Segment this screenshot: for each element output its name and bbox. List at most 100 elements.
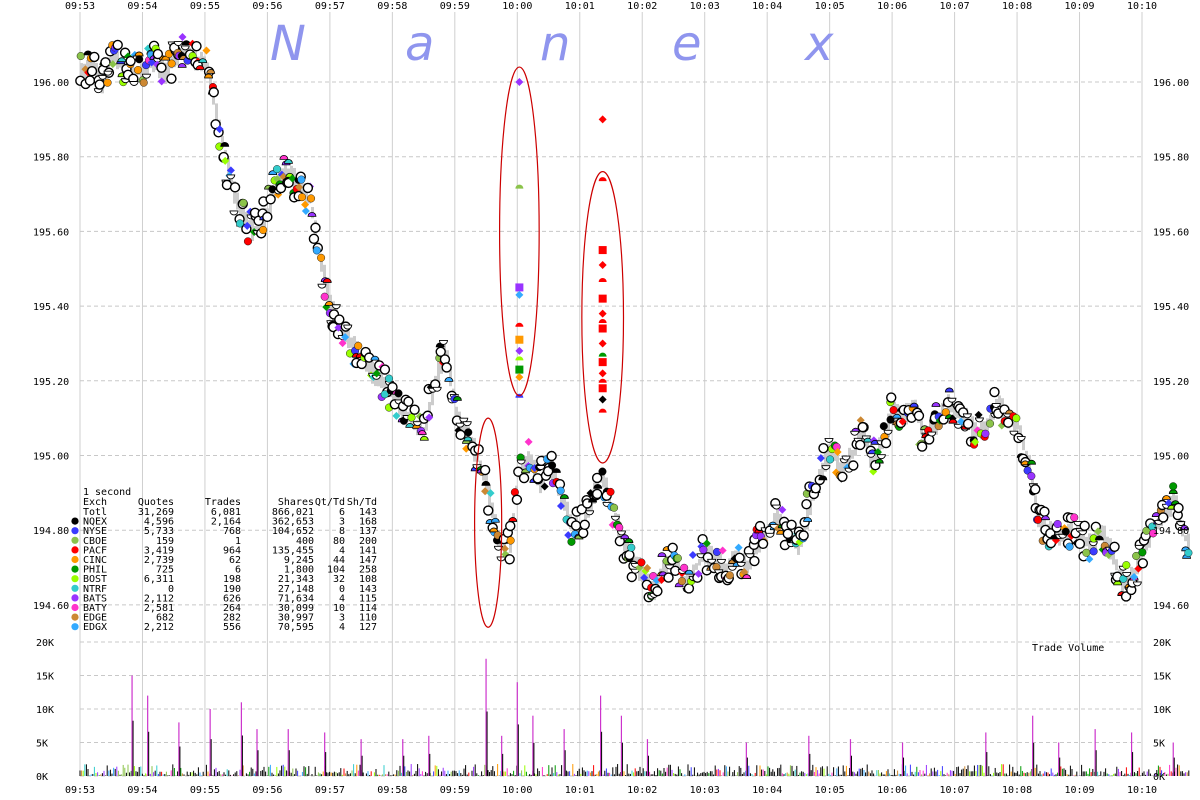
table-cell: 1,800 <box>284 565 314 576</box>
trade-marker-open <box>441 362 452 373</box>
time-tick-bottom: 10:03 <box>690 785 720 796</box>
spike-marker <box>598 115 607 124</box>
spread-bar <box>1187 533 1190 552</box>
spread-bar <box>836 452 839 472</box>
trade-marker-diamond <box>540 482 549 491</box>
trade-marker-diamond <box>425 413 434 422</box>
trade-marker-diamond <box>295 183 304 192</box>
spread-bar <box>659 568 662 584</box>
trade-marker-diamond <box>898 417 907 426</box>
quote-marker-bottom <box>1078 530 1088 536</box>
quote-marker-bottom <box>736 561 746 567</box>
trade-marker <box>317 253 326 262</box>
price-tick-right: 195.60 <box>1153 227 1189 238</box>
quote-marker-bottom <box>226 174 236 180</box>
trade-marker-open <box>152 48 164 60</box>
table-cell: 137 <box>359 526 377 537</box>
spread-bar <box>167 56 170 80</box>
quote-marker-top <box>944 387 954 393</box>
table-cell: 1 <box>235 536 241 547</box>
spike-marker <box>515 373 524 382</box>
quote-marker-bottom <box>455 422 465 428</box>
quote-marker-top <box>1027 459 1036 465</box>
trade-markers <box>75 33 1193 603</box>
quote-marker-bottom <box>974 417 984 423</box>
trade-marker-open <box>1137 558 1149 569</box>
table-header: Exch <box>83 497 107 508</box>
price-tick-right: 195.80 <box>1153 153 1189 164</box>
time-tick-top: 10:04 <box>752 1 782 12</box>
trade-marker-open <box>810 483 821 494</box>
table-cell: 9,245 <box>284 555 314 566</box>
trade-marker-open <box>667 542 678 554</box>
legend-swatch <box>71 613 79 621</box>
table-cell: 4,596 <box>144 517 174 528</box>
spread-bar <box>971 416 974 438</box>
table-cell: BATY <box>83 603 107 614</box>
trade-marker-diamond <box>564 531 573 540</box>
spread-bar <box>821 462 824 477</box>
time-tick-bottom: 09:56 <box>252 785 282 796</box>
spike-marker <box>515 365 524 374</box>
trade-marker-open <box>837 471 848 483</box>
table-cell: NQEX <box>83 517 107 528</box>
spread-bar <box>368 363 371 376</box>
spread-bar <box>287 168 290 177</box>
spike-markers <box>515 78 607 413</box>
time-tick-bottom: 10:02 <box>627 785 657 796</box>
spread-bar <box>686 570 689 589</box>
legend-swatch <box>71 584 79 592</box>
price-tick-left: 195.40 <box>33 302 69 313</box>
price-tick-right: 195.40 <box>1153 302 1189 313</box>
spread-bar <box>449 368 452 387</box>
trade-marker-diamond <box>1085 555 1094 564</box>
trade-marker <box>76 52 85 61</box>
quote-marker-bottom <box>493 545 503 551</box>
spread-bar <box>1019 425 1022 440</box>
time-tick-bottom: 10:01 <box>565 785 595 796</box>
trade-marker <box>677 577 686 586</box>
spread-bar <box>80 63 83 87</box>
table-cell: EDGE <box>83 613 107 624</box>
quote-marker-bottom <box>765 532 775 538</box>
table-cell: 4 <box>339 622 345 633</box>
spread-bar <box>773 513 776 531</box>
quote-marker-top <box>948 418 958 424</box>
spread-bar <box>932 420 935 437</box>
volume-tick-right: 5K <box>1153 739 1165 750</box>
legend-swatch <box>71 594 79 602</box>
spread-bar <box>1031 476 1034 490</box>
spread-bar <box>209 75 212 92</box>
quote-marker-top <box>490 517 500 523</box>
spread-bar <box>455 406 458 416</box>
quote-marker-bottom <box>947 397 957 403</box>
spike-marker <box>598 395 607 404</box>
trade-marker <box>464 428 473 437</box>
volume-tick-right: 10K <box>1153 705 1171 716</box>
trade-marker <box>598 467 607 476</box>
time-tick-bottom: 09:53 <box>65 785 95 796</box>
table-cell: 362,653 <box>272 517 314 528</box>
trade-marker <box>680 563 689 572</box>
time-tick-bottom: 10:04 <box>752 785 782 796</box>
trade-marker-diamond <box>702 539 711 548</box>
spread-bar <box>1127 573 1130 584</box>
quote-marker-bottom <box>927 431 937 437</box>
quote-marker-top <box>370 355 380 361</box>
trade-marker <box>1023 466 1032 475</box>
quote-marker-top <box>117 57 127 63</box>
trade-marker <box>712 547 721 556</box>
trade-marker-diamond <box>288 174 297 183</box>
trade-marker <box>259 226 268 235</box>
table-cell: 964 <box>223 545 241 556</box>
table-header: Sh/Td <box>347 497 377 508</box>
trade-marker <box>567 537 576 546</box>
spread-bar <box>827 444 830 465</box>
trade-marker-open <box>886 392 897 403</box>
table-cell: 159 <box>156 536 174 547</box>
spread-bar <box>848 447 851 471</box>
trade-marker-diamond <box>1094 527 1103 536</box>
table-cell: NYSE <box>83 526 107 537</box>
spread-bar <box>746 560 749 574</box>
